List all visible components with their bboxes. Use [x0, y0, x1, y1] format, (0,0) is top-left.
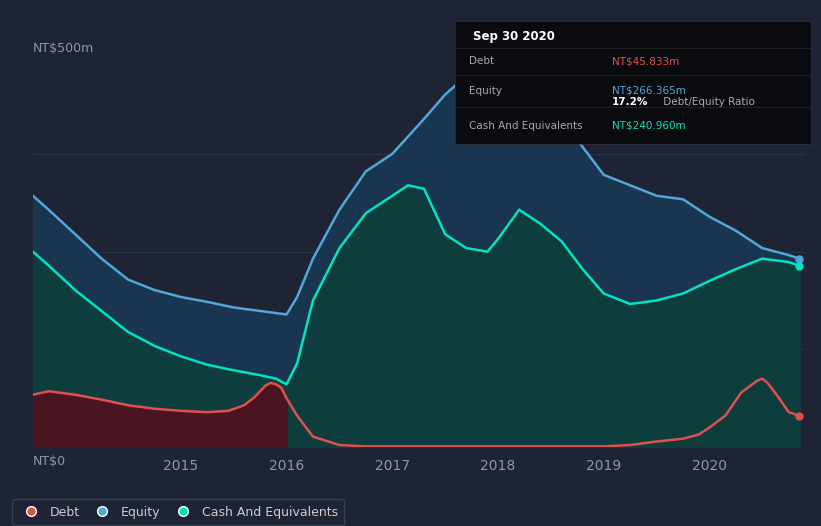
- Text: NT$500m: NT$500m: [33, 43, 94, 55]
- Text: Cash And Equivalents: Cash And Equivalents: [469, 120, 583, 130]
- Legend: Debt, Equity, Cash And Equivalents: Debt, Equity, Cash And Equivalents: [12, 499, 344, 525]
- Text: NT$0: NT$0: [33, 455, 66, 468]
- Text: Sep 30 2020: Sep 30 2020: [473, 31, 554, 44]
- Text: NT$45.833m: NT$45.833m: [612, 56, 679, 66]
- Text: NT$266.365m: NT$266.365m: [612, 86, 686, 96]
- Text: Debt/Equity Ratio: Debt/Equity Ratio: [660, 97, 754, 107]
- Text: 17.2%: 17.2%: [612, 97, 648, 107]
- Text: Debt: Debt: [469, 56, 494, 66]
- Text: NT$240.960m: NT$240.960m: [612, 120, 686, 130]
- Text: Equity: Equity: [469, 86, 502, 96]
